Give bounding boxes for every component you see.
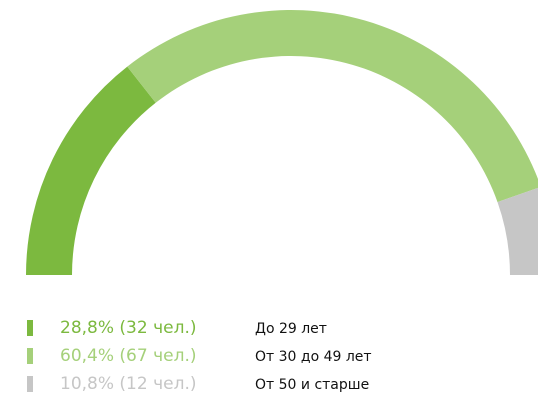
legend-swatch <box>27 320 33 336</box>
legend-label: От 30 до 49 лет <box>255 349 372 365</box>
legend-swatch <box>27 348 33 364</box>
arc-segment <box>497 187 538 275</box>
value-label: 60,4% (67 чел.) <box>60 346 196 366</box>
legend-swatch <box>27 376 33 392</box>
arc-segment <box>127 10 538 203</box>
value-label: 28,8% (32 чел.) <box>60 318 196 338</box>
value-label: 10,8% (12 чел.) <box>60 374 196 394</box>
arc-segment <box>26 66 156 275</box>
legend-label: От 50 и старше <box>255 377 369 393</box>
legend-label: До 29 лет <box>255 321 327 337</box>
